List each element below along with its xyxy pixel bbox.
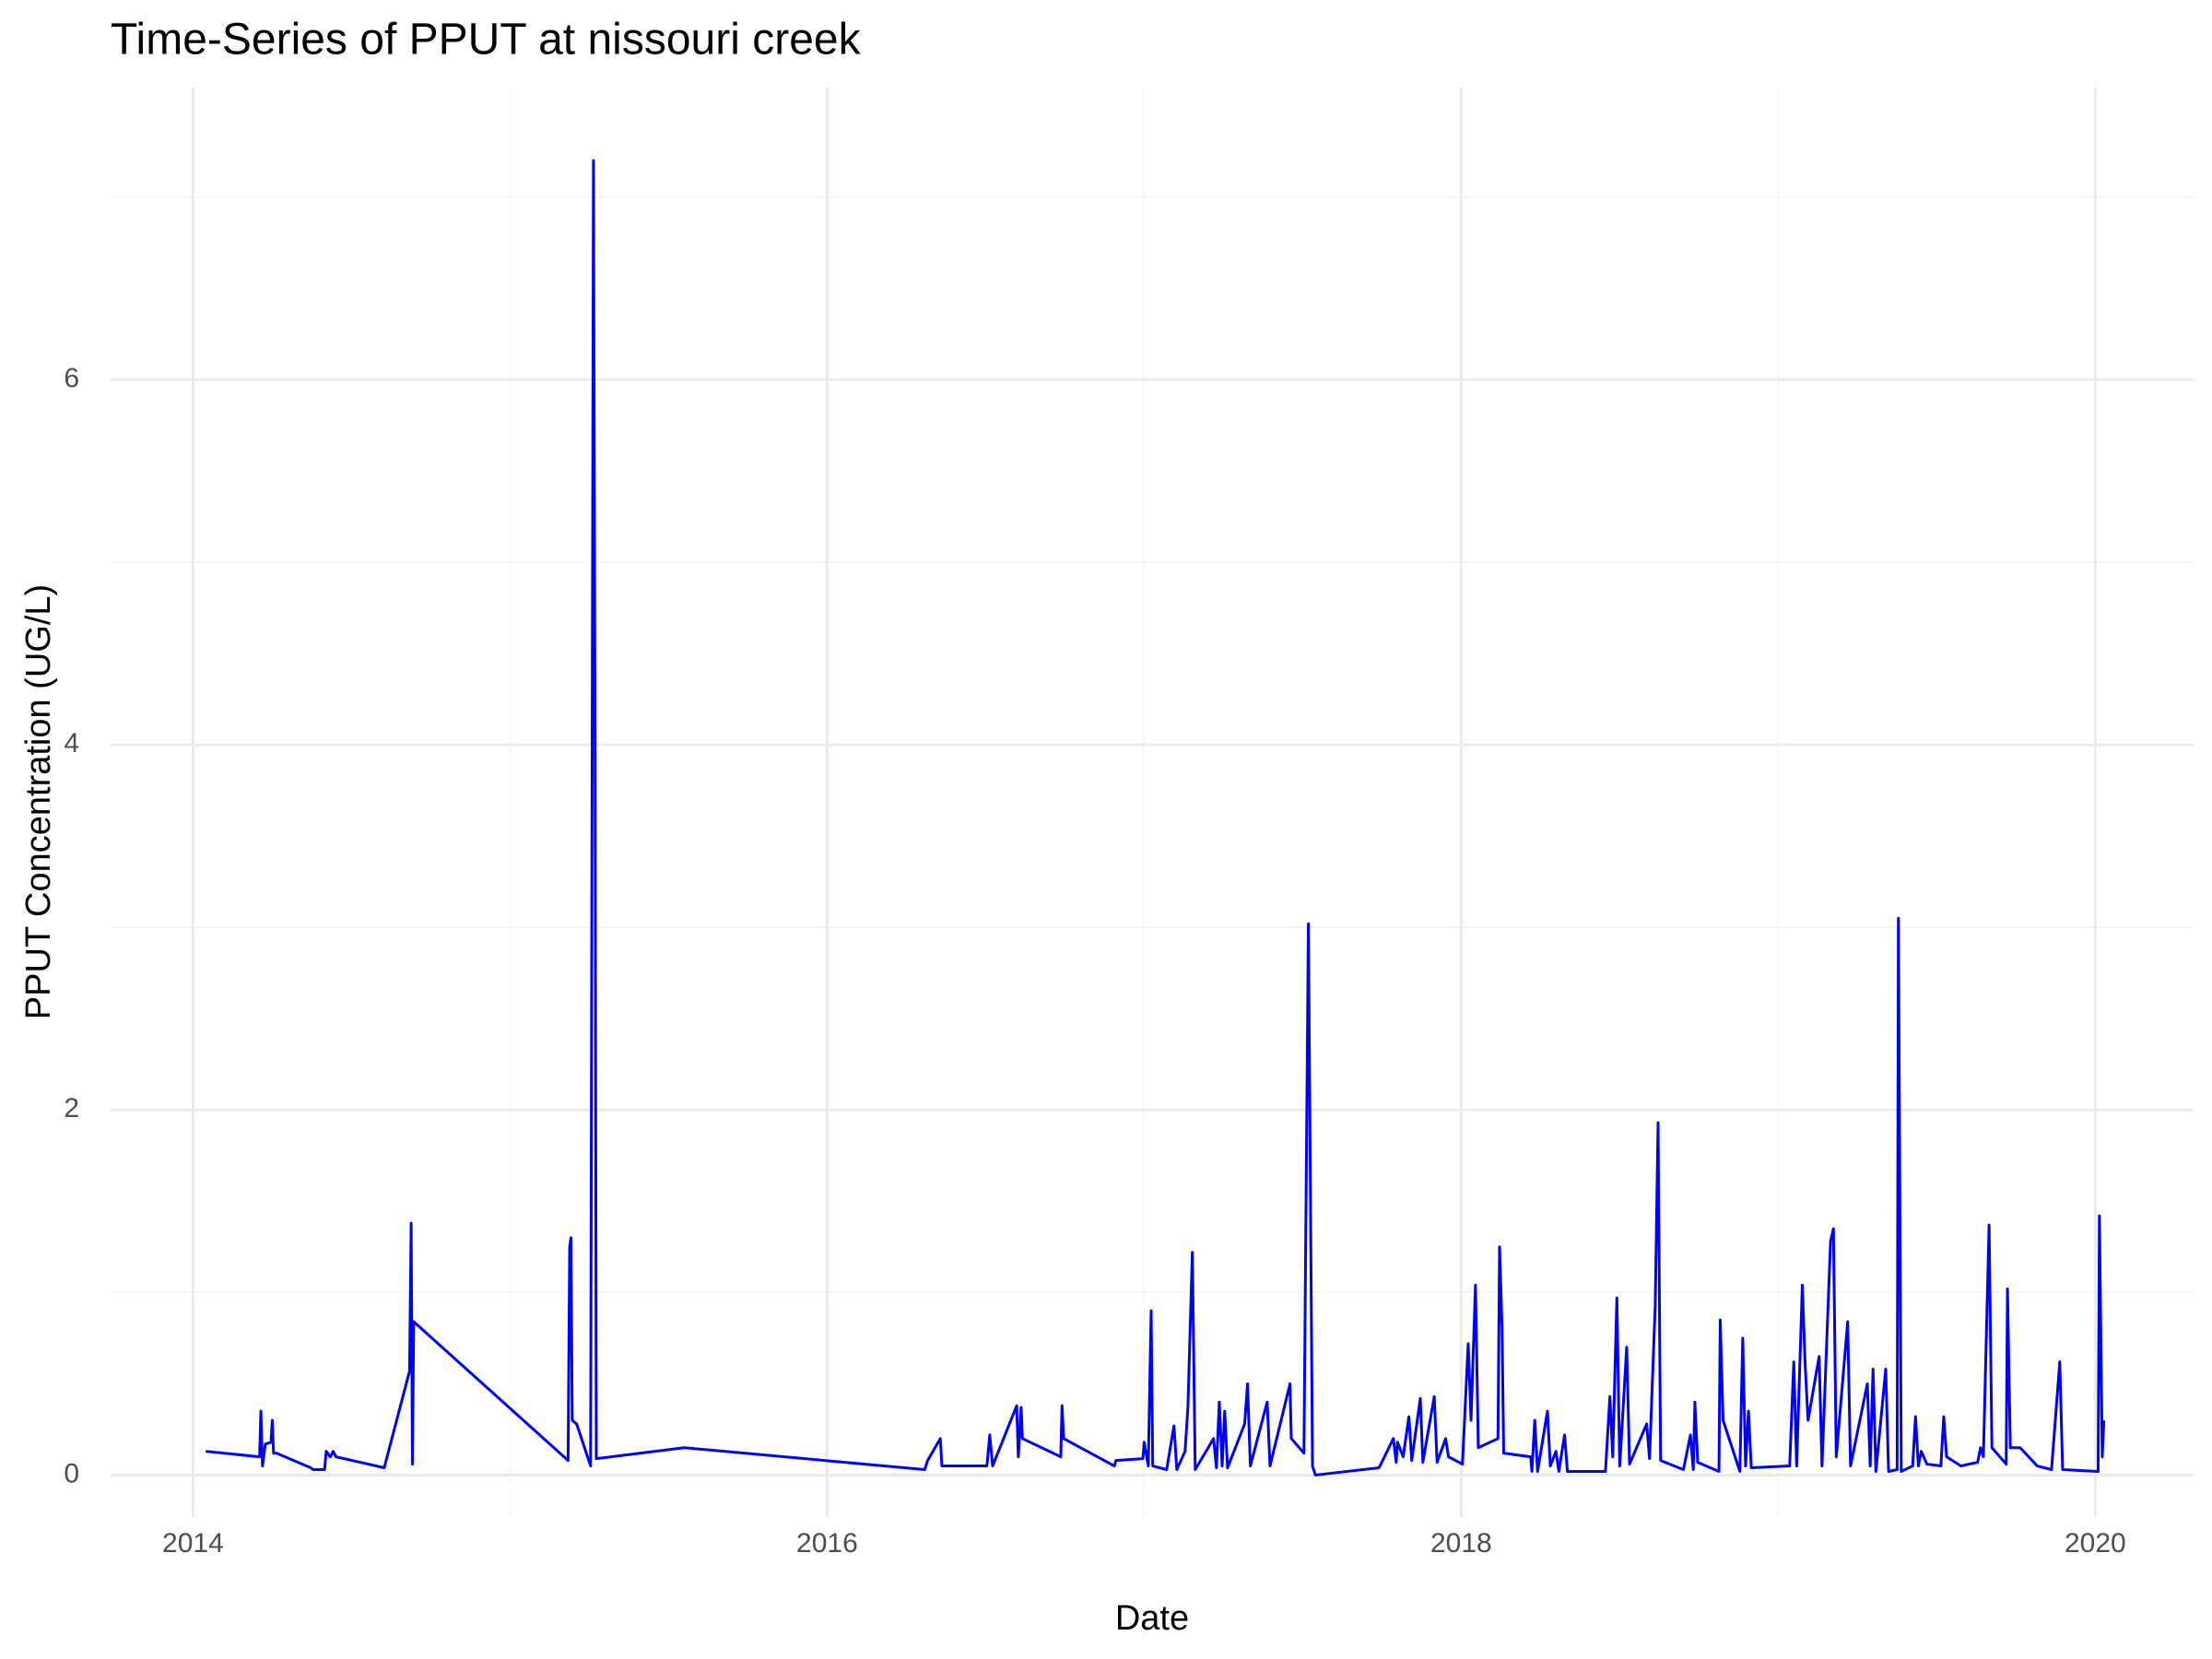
y-axis-title: PPUT Concentration (UG/L) bbox=[19, 584, 58, 1019]
y-tick-label: 2 bbox=[64, 1093, 79, 1124]
x-tick-label: 2018 bbox=[1430, 1528, 1492, 1559]
x-tick-label: 2016 bbox=[796, 1528, 858, 1559]
x-tick-label: 2014 bbox=[162, 1528, 224, 1559]
x-tick-label: 2020 bbox=[2065, 1528, 2126, 1559]
y-tick-label: 0 bbox=[64, 1458, 79, 1488]
data-line bbox=[206, 159, 2106, 1477]
y-tick-label: 6 bbox=[64, 363, 79, 394]
chart-title: Time-Series of PPUT at nissouri creek bbox=[111, 16, 862, 65]
x-axis-title: Date bbox=[1115, 1599, 1189, 1638]
y-tick-label: 4 bbox=[64, 728, 79, 759]
